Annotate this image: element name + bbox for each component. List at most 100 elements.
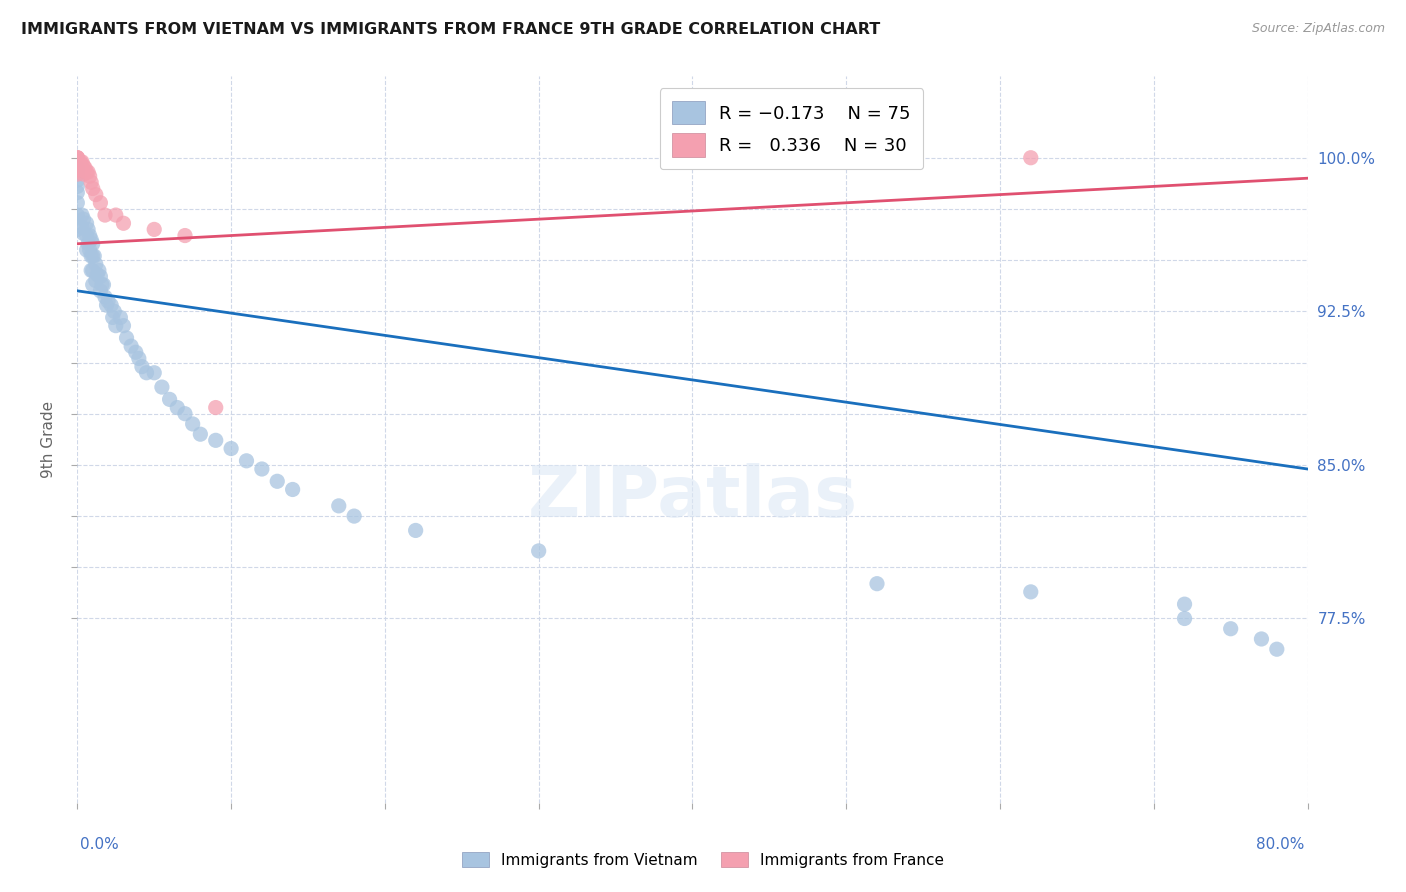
Point bbox=[112, 318, 135, 333]
Point bbox=[266, 475, 288, 489]
Point bbox=[79, 228, 101, 243]
Point bbox=[166, 401, 188, 415]
Point bbox=[66, 195, 89, 210]
Point bbox=[159, 392, 181, 407]
Point bbox=[204, 401, 226, 415]
Point bbox=[84, 187, 107, 202]
Point bbox=[66, 167, 89, 181]
Point bbox=[143, 222, 166, 236]
Point bbox=[76, 216, 98, 230]
Point bbox=[76, 228, 98, 243]
Point bbox=[66, 154, 89, 169]
Point bbox=[174, 228, 197, 243]
Point bbox=[94, 290, 117, 304]
Legend: Immigrants from Vietnam, Immigrants from France: Immigrants from Vietnam, Immigrants from… bbox=[456, 846, 950, 873]
Point bbox=[235, 454, 257, 468]
Point bbox=[83, 249, 105, 263]
Point bbox=[82, 236, 104, 251]
Text: 0.0%: 0.0% bbox=[80, 837, 120, 852]
Point bbox=[100, 298, 122, 312]
Point bbox=[77, 236, 100, 251]
Point bbox=[66, 186, 89, 200]
Point bbox=[82, 249, 104, 263]
Point bbox=[76, 165, 98, 179]
Point bbox=[343, 509, 366, 524]
Point bbox=[527, 544, 550, 558]
Point bbox=[150, 380, 173, 394]
Point bbox=[1019, 151, 1042, 165]
Point bbox=[84, 257, 107, 271]
Text: Source: ZipAtlas.com: Source: ZipAtlas.com bbox=[1251, 22, 1385, 36]
Point bbox=[94, 208, 117, 222]
Point bbox=[69, 154, 91, 169]
Point bbox=[104, 208, 127, 222]
Point bbox=[80, 175, 103, 189]
Text: 80.0%: 80.0% bbox=[1257, 837, 1305, 852]
Point bbox=[131, 359, 153, 374]
Point bbox=[93, 277, 115, 292]
Point bbox=[72, 159, 94, 173]
Point bbox=[328, 499, 350, 513]
Point bbox=[1219, 622, 1241, 636]
Point bbox=[82, 263, 104, 277]
Point bbox=[1019, 585, 1042, 599]
Point bbox=[188, 427, 212, 442]
Point bbox=[219, 442, 242, 456]
Y-axis label: 9th Grade: 9th Grade bbox=[41, 401, 56, 478]
Point bbox=[96, 298, 118, 312]
Point bbox=[73, 161, 96, 175]
Point bbox=[405, 524, 427, 538]
Point bbox=[125, 345, 148, 359]
Point bbox=[120, 339, 142, 353]
Point bbox=[66, 208, 89, 222]
Point bbox=[86, 268, 108, 282]
Point bbox=[281, 483, 304, 497]
Point bbox=[66, 159, 89, 173]
Point bbox=[66, 151, 89, 165]
Point bbox=[66, 167, 89, 181]
Point bbox=[80, 233, 103, 247]
Point bbox=[82, 277, 104, 292]
Point bbox=[89, 269, 111, 284]
Point bbox=[1250, 632, 1272, 646]
Point bbox=[1174, 597, 1197, 611]
Point bbox=[115, 331, 138, 345]
Point bbox=[79, 169, 101, 183]
Point bbox=[66, 163, 89, 178]
Text: ZIPatlas: ZIPatlas bbox=[527, 463, 858, 532]
Point bbox=[72, 167, 94, 181]
Point bbox=[79, 243, 101, 257]
Point bbox=[143, 366, 166, 380]
Point bbox=[80, 249, 103, 263]
Point bbox=[84, 274, 107, 288]
Point bbox=[89, 195, 111, 210]
Point bbox=[77, 165, 100, 179]
Point bbox=[135, 366, 157, 380]
Point bbox=[103, 304, 125, 318]
Point bbox=[250, 462, 273, 476]
Point bbox=[66, 173, 89, 187]
Point bbox=[90, 277, 114, 292]
Point bbox=[66, 151, 89, 165]
Point bbox=[70, 163, 93, 178]
Point bbox=[70, 154, 93, 169]
Legend: R = −0.173    N = 75, R =   0.336    N = 30: R = −0.173 N = 75, R = 0.336 N = 30 bbox=[659, 88, 924, 169]
Point bbox=[128, 351, 150, 366]
Point bbox=[66, 179, 89, 194]
Point bbox=[76, 243, 98, 257]
Point bbox=[72, 227, 94, 241]
Text: IMMIGRANTS FROM VIETNAM VS IMMIGRANTS FROM FRANCE 9TH GRADE CORRELATION CHART: IMMIGRANTS FROM VIETNAM VS IMMIGRANTS FR… bbox=[21, 22, 880, 37]
Point bbox=[69, 159, 91, 173]
Point bbox=[204, 434, 226, 448]
Point bbox=[66, 222, 89, 236]
Point bbox=[110, 310, 132, 325]
Point bbox=[97, 294, 120, 309]
Point bbox=[866, 576, 889, 591]
Point bbox=[89, 284, 111, 298]
Point bbox=[70, 220, 93, 235]
Point bbox=[70, 208, 93, 222]
Point bbox=[66, 151, 89, 165]
Point bbox=[1265, 642, 1288, 657]
Point bbox=[80, 263, 103, 277]
Point bbox=[66, 161, 89, 175]
